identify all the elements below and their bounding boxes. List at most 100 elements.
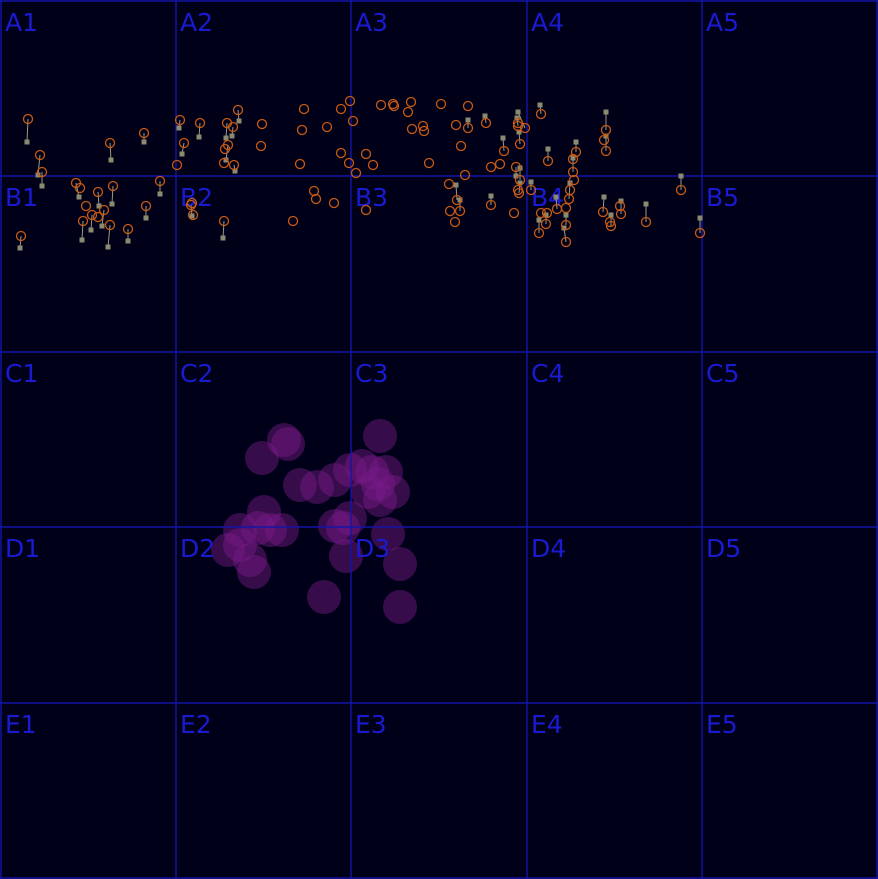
particle-ring xyxy=(540,218,552,230)
particle-ring xyxy=(227,121,239,133)
particle-ring xyxy=(444,205,456,217)
purple-blob xyxy=(223,528,257,562)
cell-label: B5 xyxy=(706,183,739,212)
purple-blob xyxy=(333,453,367,487)
particle-marker xyxy=(643,201,649,207)
particle-marker xyxy=(223,135,229,141)
purple-blob xyxy=(318,509,352,543)
particle-ring xyxy=(171,159,183,171)
particle-ring xyxy=(107,180,119,192)
cell-label: B1 xyxy=(5,183,38,212)
particle-ring xyxy=(344,95,356,107)
particle-ring xyxy=(321,121,333,133)
particle-ring xyxy=(455,140,467,152)
particle-marker xyxy=(545,146,551,152)
tether-line xyxy=(37,154,41,176)
particle-marker xyxy=(515,109,521,115)
particle-marker xyxy=(561,225,567,231)
particle-marker xyxy=(24,139,30,145)
particle-ring xyxy=(694,227,706,239)
particle-marker xyxy=(697,215,703,221)
particle-ring xyxy=(560,236,572,248)
particle-ring xyxy=(450,119,462,131)
particle-ring xyxy=(535,207,547,219)
particle-ring xyxy=(454,205,466,217)
particle-ring xyxy=(485,161,497,173)
particle-ring xyxy=(435,98,447,110)
particle-ring xyxy=(92,211,104,223)
tether-line xyxy=(81,220,84,241)
cell-label: A3 xyxy=(355,8,388,37)
particle-ring xyxy=(605,220,617,232)
particle-ring xyxy=(347,115,359,127)
particle-ring xyxy=(255,140,267,152)
particle-ring xyxy=(567,153,579,165)
purple-blob xyxy=(351,475,385,509)
particle-rings xyxy=(15,95,706,248)
particle-ring xyxy=(367,159,379,171)
particle-marker xyxy=(189,213,195,219)
particle-marker xyxy=(157,191,163,197)
particle-marker xyxy=(236,118,242,124)
particle-marker xyxy=(453,182,459,188)
purple-blob xyxy=(283,468,317,502)
particle-marker xyxy=(570,155,576,161)
particle-ring xyxy=(232,104,244,116)
cell-label: E1 xyxy=(5,710,37,739)
cell-label: C1 xyxy=(5,359,38,388)
particle-ring xyxy=(218,215,230,227)
cell-label: B3 xyxy=(355,183,388,212)
tether-line xyxy=(109,142,112,161)
particle-ring xyxy=(36,166,48,178)
particle-ring xyxy=(15,230,27,242)
particle-marker xyxy=(482,113,488,119)
particle-marker xyxy=(603,109,609,115)
particle-marker xyxy=(528,179,534,185)
purple-blob xyxy=(383,590,417,624)
purple-blob xyxy=(300,470,334,504)
particle-marker xyxy=(457,197,463,203)
cell-label: D1 xyxy=(5,534,40,563)
purple-blob xyxy=(253,513,287,547)
particle-ring xyxy=(77,215,89,227)
particle-marker xyxy=(96,203,102,209)
particle-ring xyxy=(402,106,414,118)
particle-ring xyxy=(186,197,198,209)
particle-ring xyxy=(228,159,240,171)
particle-ring xyxy=(287,215,299,227)
cell-label: A4 xyxy=(531,8,564,37)
particle-ring xyxy=(598,134,610,146)
particle-marker xyxy=(179,151,185,157)
particle-ring xyxy=(567,166,579,178)
tether-line xyxy=(222,220,225,239)
cell-label: D5 xyxy=(706,534,741,563)
particle-ring xyxy=(512,120,524,132)
particle-ring xyxy=(74,182,86,194)
purple-blob xyxy=(355,455,389,489)
purple-blob xyxy=(241,511,275,545)
particle-ring xyxy=(615,208,627,220)
purple-blob xyxy=(369,455,403,489)
purple-blob xyxy=(247,495,281,529)
particle-ring xyxy=(140,200,152,212)
particle-marker xyxy=(176,125,182,131)
particle-ring xyxy=(80,200,92,212)
particle-ring xyxy=(406,123,418,135)
particle-ring xyxy=(360,148,372,160)
purple-blob xyxy=(371,517,405,551)
particle-ring xyxy=(350,167,362,179)
particle-marker xyxy=(232,168,238,174)
particle-ring xyxy=(560,219,572,231)
particle-marker xyxy=(17,245,23,251)
cell-label: D3 xyxy=(355,534,390,563)
particle-ring xyxy=(298,103,310,115)
particle-ring xyxy=(335,103,347,115)
particle-ring xyxy=(498,145,510,157)
particle-marker xyxy=(513,173,519,179)
particle-ring xyxy=(194,117,206,129)
purple-blob xyxy=(271,427,305,461)
particle-marker xyxy=(500,135,506,141)
particle-ring xyxy=(508,207,520,219)
